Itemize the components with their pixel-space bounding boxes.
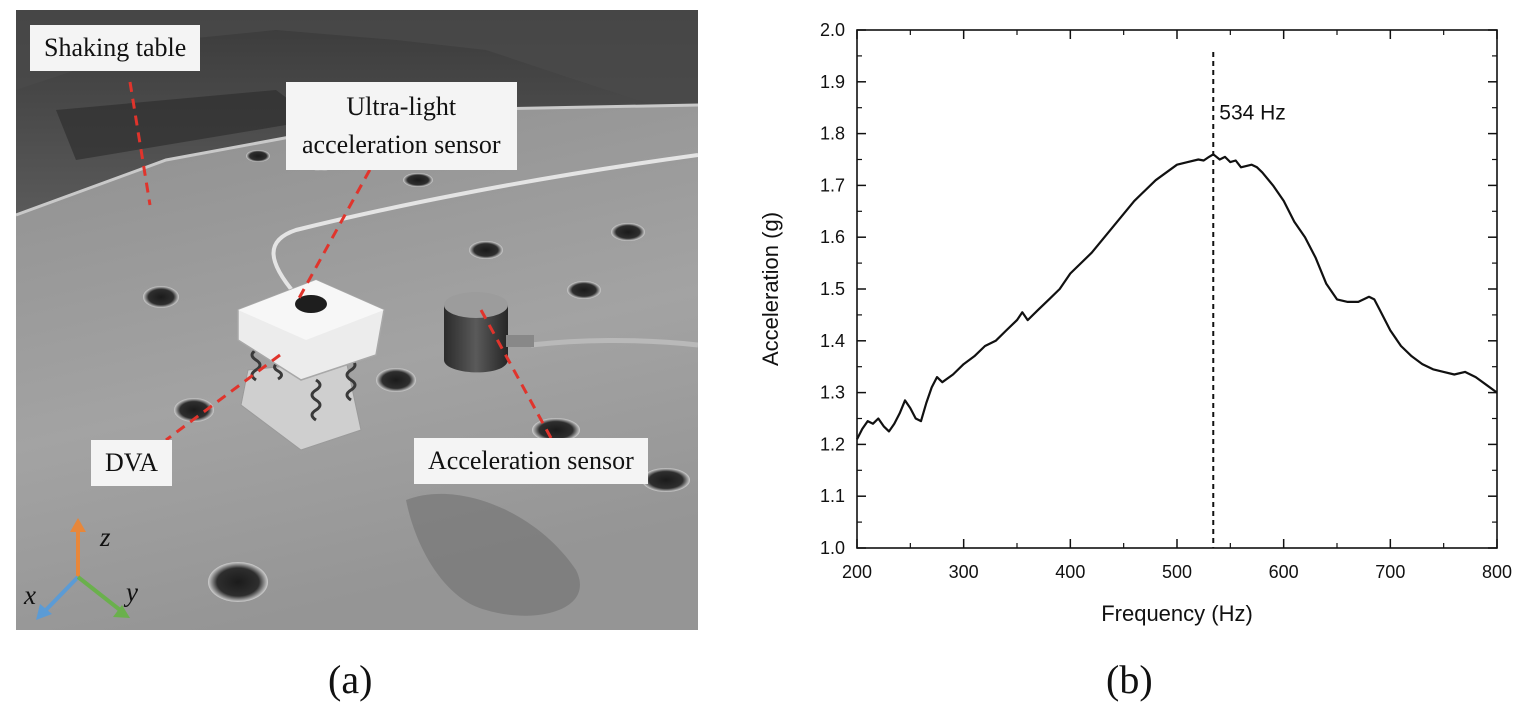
- axis-label-x: x: [24, 580, 36, 610]
- label-dva: DVA: [91, 440, 172, 486]
- x-axis-label: Frequency (Hz): [1101, 601, 1253, 626]
- frequency-response-chart: 200 300 400 500 600 700 800 1.0 1.1 1.2 1.3 1.4 1.5 1…: [758, 20, 1512, 626]
- coordinate-axes: [36, 518, 130, 620]
- shaking-table-surface: [16, 105, 698, 630]
- peak-annotation: 534 Hz: [1219, 102, 1286, 125]
- plot-frame: [856, 29, 1498, 549]
- y-tick-label: 1.8: [820, 124, 845, 144]
- acceleration-curve: [856, 153, 1498, 440]
- axis-label-z: z: [100, 522, 111, 552]
- y-tick-label: 1.5: [820, 279, 845, 299]
- dva-device: [237, 279, 385, 451]
- x-tick-label: 700: [1375, 562, 1405, 582]
- panel-caption-b: (b): [1106, 657, 1153, 702]
- label-ultra-light-sensor: Ultra-light acceleration sensor: [286, 82, 517, 170]
- accel-sensor-cable: [530, 337, 698, 348]
- y-tick-label: 1.1: [820, 486, 845, 506]
- y-tick-label: 1.7: [820, 175, 845, 195]
- x-tick-label: 500: [1162, 562, 1192, 582]
- panel-caption-a: (a): [328, 657, 373, 702]
- label-ultra-light-line2: acceleration sensor: [302, 130, 501, 159]
- acceleration-sensor-body: [444, 292, 534, 373]
- surface-stain: [406, 493, 580, 616]
- y-tick-label: 1.6: [820, 227, 845, 247]
- y-tick-label: 1.2: [820, 434, 845, 454]
- y-tick-label: 1.0: [820, 538, 845, 558]
- x-tick-label: 600: [1269, 562, 1299, 582]
- ultra-light-sensor: [295, 295, 327, 313]
- x-tick-label: 200: [842, 562, 872, 582]
- label-ultra-light-line1: Ultra-light: [346, 92, 457, 121]
- x-tick-label: 800: [1482, 562, 1512, 582]
- y-axis-label: Acceleration (g): [758, 212, 783, 366]
- background-beam: [56, 90, 316, 160]
- x-tick-label: 400: [1055, 562, 1085, 582]
- y-tick-label: 1.9: [820, 72, 845, 92]
- chart-panel: 200 300 400 500 600 700 800 1.0 1.1 1.2 1.3 1.4 1.5 1…: [740, 0, 1520, 650]
- mounting-holes: [143, 150, 690, 602]
- x-tick-label: 300: [949, 562, 979, 582]
- leader-lines: [128, 81, 553, 442]
- photo-panel: Shaking table Ultra-light acceleration s…: [16, 10, 698, 630]
- label-shaking-table: Shaking table: [30, 25, 201, 71]
- sensor-cable: [271, 153, 698, 297]
- y-tick-label: 2.0: [820, 20, 845, 40]
- y-tick-label: 1.4: [820, 331, 845, 351]
- y-tick-label: 1.3: [820, 383, 845, 403]
- axis-label-y: y: [126, 577, 138, 607]
- label-acceleration-sensor: Acceleration sensor: [414, 438, 648, 484]
